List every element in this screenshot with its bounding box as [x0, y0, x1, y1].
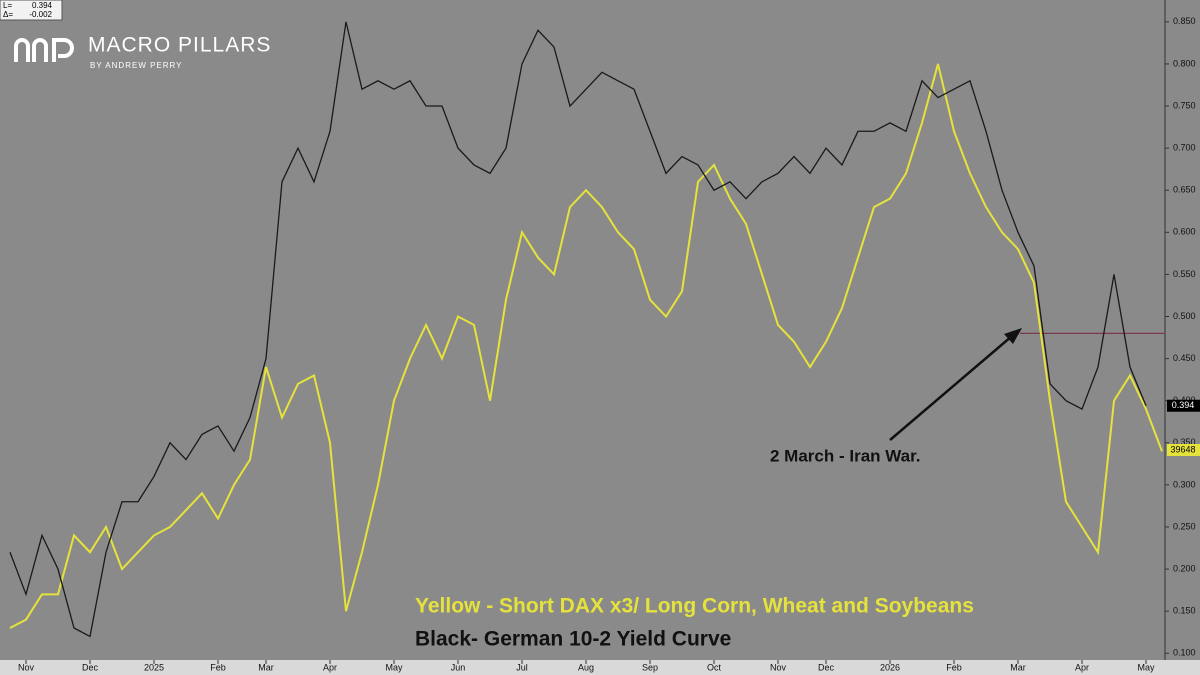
logo-mark — [14, 38, 74, 62]
last-value-label: 39648 — [1170, 444, 1195, 454]
annotation: 2 March - Iran War. — [770, 446, 921, 465]
last-value-tag — [1167, 444, 1200, 456]
y-tick-label: 0.600 — [1173, 227, 1196, 237]
x-tick-label: Apr — [1075, 662, 1089, 672]
x-tick-label: Dec — [818, 662, 835, 672]
legend-entry: Black- German 10-2 Yield Curve — [415, 628, 731, 651]
last-value-label: 0.394 — [1172, 400, 1195, 410]
x-tick-label: Apr — [323, 662, 337, 672]
x-tick-label: Sep — [642, 662, 658, 672]
y-tick-label: 0.550 — [1173, 269, 1196, 279]
y-tick-label: 0.450 — [1173, 353, 1196, 363]
info-value: 0.394 — [32, 1, 53, 10]
info-label: Δ= — [3, 10, 13, 19]
x-tick-label: Mar — [258, 662, 274, 672]
info-label: L= — [3, 1, 12, 10]
y-tick-label: 0.500 — [1173, 311, 1196, 321]
x-tick-label: May — [1137, 662, 1155, 672]
logo-subtitle: BY ANDREW PERRY — [90, 61, 183, 70]
annotation-arrow — [889, 335, 1013, 441]
x-tick-label: Feb — [946, 662, 962, 672]
x-tick-label: Jul — [516, 662, 528, 672]
info-box — [0, 0, 63, 21]
y-tick-label: 0.350 — [1173, 437, 1196, 447]
x-tick-label: 2026 — [880, 662, 900, 672]
y-tick-label: 0.700 — [1173, 142, 1196, 152]
x-tick-label: Nov — [770, 662, 787, 672]
y-tick-label: 0.650 — [1173, 185, 1196, 195]
series-line — [9, 63, 1163, 629]
last-value-tag — [1167, 399, 1200, 412]
series-line — [9, 21, 1147, 638]
x-tick-label: May — [385, 662, 403, 672]
x-tick-label: 2025 — [144, 662, 164, 672]
x-axis-strip — [0, 660, 1200, 675]
x-tick-label: Aug — [578, 662, 594, 672]
y-tick-label: 0.100 — [1173, 648, 1196, 658]
x-tick-label: Mar — [1010, 662, 1026, 672]
info-value: -0.002 — [29, 10, 52, 19]
y-tick-label: 0.250 — [1173, 521, 1196, 531]
arrow-head — [1004, 328, 1022, 344]
x-tick-label: Nov — [18, 662, 35, 672]
x-tick-label: Jun — [451, 662, 466, 672]
x-tick-label: Feb — [210, 662, 226, 672]
logo-title: MACRO PILLARS — [88, 34, 271, 57]
y-tick-label: 0.200 — [1173, 563, 1196, 573]
y-tick-label: 0.150 — [1173, 606, 1196, 616]
y-tick-label: 0.850 — [1173, 16, 1196, 26]
y-tick-label: 0.300 — [1173, 479, 1196, 489]
x-tick-label: Dec — [82, 662, 99, 672]
legend-entry: Yellow - Short DAX x3/ Long Corn, Wheat … — [415, 595, 974, 618]
y-tick-label: 0.750 — [1173, 100, 1196, 110]
y-tick-label: 0.800 — [1173, 58, 1196, 68]
x-tick-label: Oct — [707, 662, 722, 672]
